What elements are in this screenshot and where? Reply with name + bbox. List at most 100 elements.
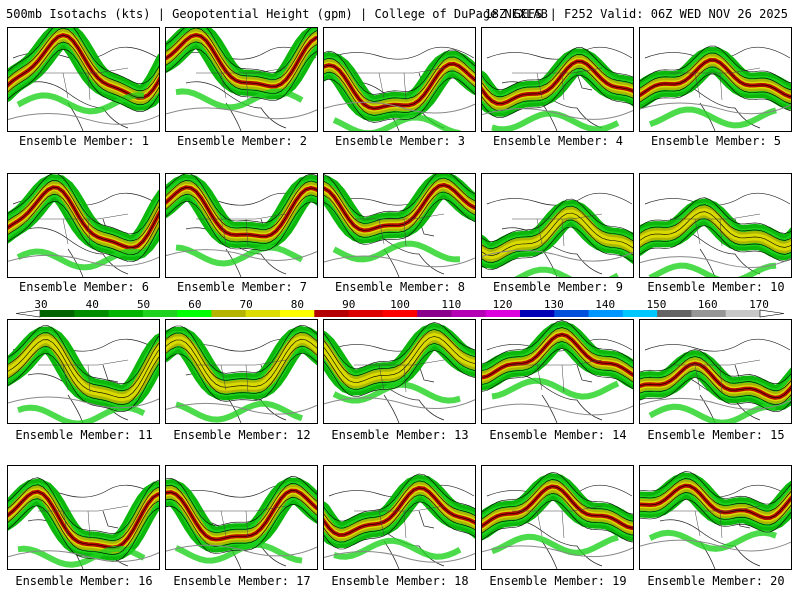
height-contour: [640, 52, 791, 91]
colorbar-swatch: [177, 310, 212, 317]
ensemble-member-caption: Ensemble Member: 19: [489, 574, 627, 588]
jet-stream-map: [482, 192, 633, 277]
ensemble-member-caption: Ensemble Member: 12: [173, 428, 311, 442]
height-contour: [640, 66, 791, 105]
height-contour-gray: [324, 101, 475, 114]
political-border: [670, 359, 761, 393]
height-contour: [482, 341, 633, 385]
ensemble-map-panel: [481, 173, 634, 278]
jet-stream-map: [324, 174, 475, 277]
height-contour-gray: [166, 249, 317, 261]
height-contour: [482, 198, 633, 243]
height-contour-gray: [166, 107, 317, 120]
political-border: [354, 359, 445, 393]
height-contour: [640, 363, 791, 399]
isotach-band: [648, 529, 777, 552]
colorbar-swatch: [725, 310, 761, 317]
ensemble-member-caption: Ensemble Member: 13: [331, 428, 469, 442]
ensemble-map-panel: [639, 319, 792, 424]
height-contour: [8, 186, 159, 249]
political-border: [670, 213, 761, 247]
height-contour-gray: [166, 544, 317, 557]
isotach-band: [648, 106, 777, 129]
jet-stream-map: [482, 46, 633, 131]
colorbar-tick-label: 170: [749, 298, 769, 311]
height-contour-gray: [640, 397, 791, 410]
jet-stream-map: [166, 174, 317, 277]
jet-stream-map: [166, 324, 317, 423]
ensemble-member-caption: Ensemble Member: 15: [647, 428, 785, 442]
height-contour: [8, 505, 159, 562]
jet-stream-map: [166, 476, 317, 569]
height-contour: [166, 41, 317, 94]
height-contour: [324, 336, 475, 383]
height-contour: [640, 356, 791, 392]
ensemble-member-caption: Ensemble Member: 4: [492, 134, 624, 148]
height-contour: [640, 204, 791, 241]
height-contour: [166, 338, 317, 388]
height-contour: [8, 174, 159, 235]
political-border: [196, 359, 287, 393]
isotach-band: [514, 266, 619, 277]
height-contour: [482, 226, 633, 271]
ensemble-member-caption: Ensemble Member: 2: [176, 134, 308, 148]
colorbar-swatch: [74, 310, 110, 317]
height-contour: [8, 339, 159, 399]
isotach-band: [175, 400, 304, 423]
height-contour: [640, 73, 791, 112]
political-border: [670, 505, 761, 539]
height-contour: [166, 48, 317, 101]
height-contour: [324, 480, 475, 529]
height-contour: [166, 476, 317, 526]
ensemble-map-panel: [639, 465, 792, 570]
political-border: [512, 67, 603, 101]
height-contour: [8, 200, 159, 263]
colorbar-swatch: [280, 310, 315, 317]
isotach-band: [17, 545, 146, 568]
height-contour: [324, 56, 475, 102]
height-contour: [8, 48, 159, 113]
height-contour: [482, 47, 633, 91]
height-contour: [324, 473, 475, 522]
height-contour: [166, 324, 317, 374]
colorbar-swatch: [382, 310, 418, 317]
political-border: [196, 213, 287, 247]
colorbar-arrow-left: [15, 309, 41, 318]
isotach-band: [175, 88, 304, 111]
isotach-band: [648, 403, 777, 423]
ensemble-map-panel: [323, 465, 476, 570]
political-border: [196, 505, 287, 539]
colorbar-tick-label: 90: [342, 298, 356, 311]
isotach-band: [490, 533, 619, 556]
height-contour-gray: [482, 249, 633, 262]
height-contour: [640, 349, 791, 385]
height-contour: [166, 200, 317, 251]
colorbar-tick-label: 160: [697, 298, 718, 311]
height-contour: [324, 184, 475, 231]
height-contour: [324, 63, 475, 109]
height-contour: [8, 41, 159, 106]
header-valid-time: 18Z GEFS | F252 Valid: 06Z WED NOV 26 20…: [484, 7, 788, 21]
height-contour: [166, 186, 317, 237]
ensemble-member-caption: Ensemble Member: 14: [489, 428, 627, 442]
height-contour-gray: [8, 550, 159, 563]
colorbar-tick-label: 120: [492, 298, 513, 311]
jet-stream-map: [482, 320, 633, 423]
political-border: [512, 359, 603, 393]
height-contour: [482, 500, 633, 543]
height-contour: [640, 485, 791, 519]
colorbar-swatch: [314, 310, 350, 317]
colorbar-swatch: [417, 310, 452, 317]
height-contour: [166, 490, 317, 540]
ensemble-member-caption: Ensemble Member: 7: [176, 280, 308, 294]
political-border: [38, 505, 129, 539]
ensemble-map-panel: [323, 173, 476, 278]
isotach-band: [17, 404, 146, 423]
height-contour: [166, 345, 317, 395]
height-contour: [324, 487, 475, 536]
political-border: [670, 67, 761, 101]
colorbar-tick-label: 150: [646, 298, 667, 311]
height-contour: [482, 219, 633, 264]
height-contour: [640, 45, 791, 84]
height-contour-gray: [482, 108, 633, 120]
